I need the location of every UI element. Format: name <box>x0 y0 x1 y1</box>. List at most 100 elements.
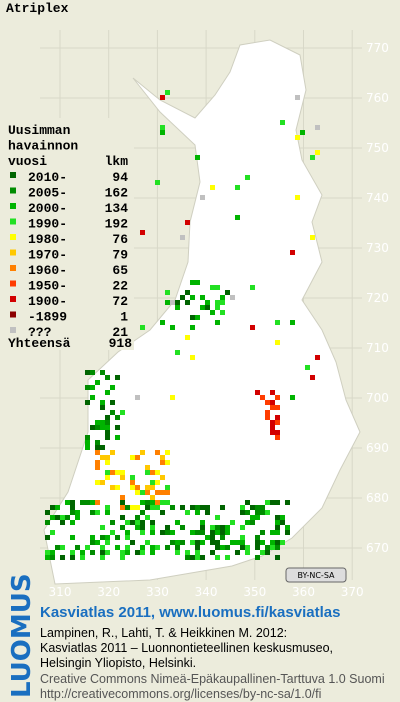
legend-swatch <box>10 249 16 256</box>
occurrence-square <box>140 525 145 530</box>
occurrence-square <box>275 545 280 550</box>
occurrence-square <box>150 495 155 500</box>
occurrence-square <box>125 535 130 540</box>
occurrence-square <box>240 545 245 550</box>
legend-count: 79 <box>112 248 128 263</box>
occurrence-square <box>180 540 185 545</box>
occurrence-square <box>165 530 170 535</box>
occurrence-square <box>285 500 290 505</box>
occurrence-square <box>240 525 245 530</box>
occurrence-square <box>155 490 160 495</box>
occurrence-square <box>250 515 255 520</box>
occurrence-square <box>275 540 280 545</box>
legend-swatch <box>10 218 16 225</box>
occurrence-square <box>140 550 145 555</box>
occurrence-square <box>270 390 275 395</box>
occurrence-square <box>45 550 50 555</box>
occurrence-square <box>200 195 205 200</box>
occurrence-square <box>245 510 250 515</box>
occurrence-square <box>105 460 110 465</box>
occurrence-square <box>145 540 150 545</box>
legend-swatch <box>10 311 16 318</box>
occurrence-square <box>210 550 215 555</box>
occurrence-square <box>275 435 280 440</box>
occurrence-square <box>55 505 60 510</box>
occurrence-square <box>295 195 300 200</box>
occurrence-square <box>315 150 320 155</box>
occurrence-square <box>255 515 260 520</box>
occurrence-square <box>205 535 210 540</box>
occurrence-square <box>95 450 100 455</box>
occurrence-square <box>195 505 200 510</box>
occurrence-square <box>200 540 205 545</box>
occurrence-square <box>235 185 240 190</box>
occurrence-square <box>275 500 280 505</box>
occurrence-square <box>205 300 210 305</box>
occurrence-square <box>190 505 195 510</box>
occurrence-square <box>195 510 200 515</box>
legend-label: 1900- <box>28 294 67 309</box>
occurrence-square <box>165 500 170 505</box>
occurrence-square <box>255 555 260 560</box>
occurrence-square <box>90 500 95 505</box>
occurrence-square <box>130 540 135 545</box>
occurrence-square <box>215 320 220 325</box>
occurrence-square <box>235 540 240 545</box>
occurrence-square <box>185 220 190 225</box>
occurrence-square <box>290 250 295 255</box>
occurrence-square <box>165 525 170 530</box>
occurrence-square <box>95 440 100 445</box>
legend-swatch <box>10 327 16 333</box>
occurrence-square <box>105 535 110 540</box>
occurrence-square <box>120 475 125 480</box>
occurrence-square <box>175 540 180 545</box>
occurrence-square <box>210 310 215 315</box>
occurrence-square <box>100 420 105 425</box>
occurrence-square <box>195 155 200 160</box>
occurrence-square <box>215 515 220 520</box>
occurrence-square <box>195 555 200 560</box>
legend-swatch <box>10 234 16 240</box>
occurrence-square <box>160 530 165 535</box>
occurrence-square <box>185 300 190 305</box>
occurrence-square <box>260 510 265 515</box>
occurrence-square <box>230 295 235 300</box>
occurrence-square <box>220 545 225 550</box>
occurrence-square <box>70 505 75 510</box>
legend-count: 162 <box>105 186 129 201</box>
occurrence-square <box>85 445 90 450</box>
occurrence-square <box>140 230 145 235</box>
occurrence-square <box>190 315 195 320</box>
occurrence-square <box>135 520 140 525</box>
occurrence-square <box>85 385 90 390</box>
occurrence-square <box>255 540 260 545</box>
occurrence-square <box>210 525 215 530</box>
occurrence-square <box>115 535 120 540</box>
occurrence-square <box>45 555 50 560</box>
occurrence-square <box>170 325 175 330</box>
occurrence-square <box>215 555 220 560</box>
occurrence-square <box>60 555 65 560</box>
cc-badge <box>285 567 347 583</box>
occurrence-square <box>200 525 205 530</box>
occurrence-square <box>185 510 190 515</box>
occurrence-square <box>110 410 115 415</box>
occurrence-square <box>125 530 130 535</box>
occurrence-square <box>210 535 215 540</box>
occurrence-square <box>245 500 250 505</box>
occurrence-square <box>315 125 320 130</box>
occurrence-square <box>95 510 100 515</box>
legend-label: 1950- <box>28 279 67 294</box>
occurrence-square <box>80 555 85 560</box>
occurrence-square <box>80 550 85 555</box>
occurrence-square <box>150 545 155 550</box>
legend-count: 134 <box>105 201 129 216</box>
occurrence-square <box>275 520 280 525</box>
occurrence-square <box>130 480 135 485</box>
occurrence-square <box>150 480 155 485</box>
occurrence-square <box>160 455 165 460</box>
occurrence-square <box>115 545 120 550</box>
occurrence-square <box>270 425 275 430</box>
occurrence-square <box>265 510 270 515</box>
occurrence-square <box>105 415 110 420</box>
